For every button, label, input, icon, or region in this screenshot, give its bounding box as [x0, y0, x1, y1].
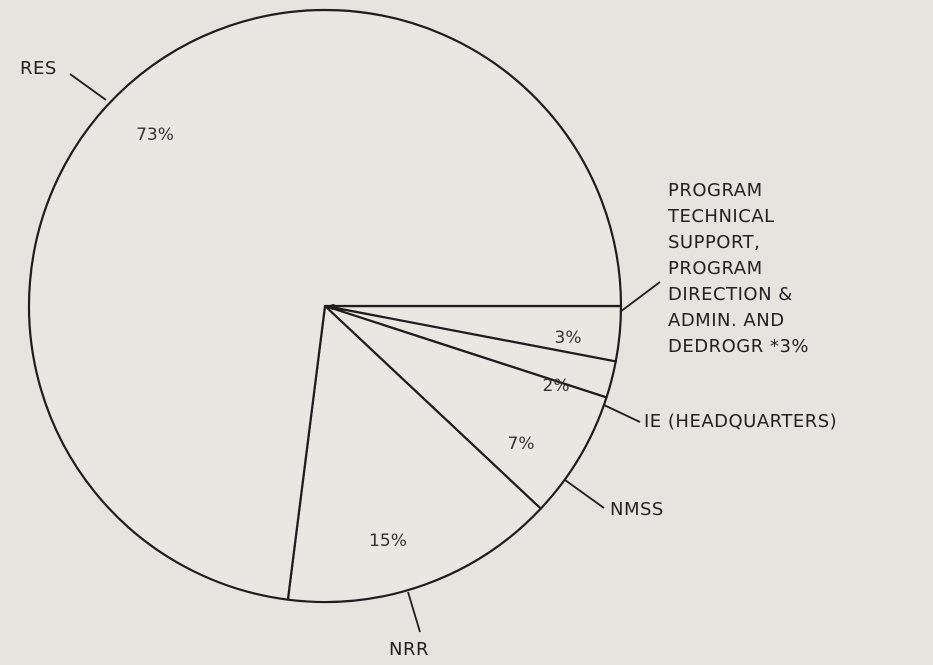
leader-line — [619, 281, 661, 313]
center-dot — [330, 304, 336, 310]
leader-line — [69, 73, 107, 101]
pie-slice — [27, 8, 623, 601]
leader-line — [603, 404, 641, 423]
pie-slice — [323, 304, 608, 510]
leader-line — [407, 591, 421, 633]
slice-name-label: RES — [20, 58, 57, 79]
slice-name-label: NRR — [389, 639, 429, 660]
leader-line — [564, 479, 605, 509]
percent-label: 73% — [136, 125, 174, 145]
pie-slice — [286, 304, 542, 604]
slice-name-label: IE (HEADQUARTERS) — [644, 411, 838, 432]
percent-label: 7% — [508, 434, 535, 454]
percent-label: 2% — [543, 376, 570, 396]
slice-name-label: PROGRAM TECHNICAL SUPPORT, PROGRAM DIREC… — [668, 180, 810, 357]
slice-name-label: NMSS — [610, 499, 664, 520]
percent-label: 3% — [555, 328, 582, 348]
percent-label: 15% — [369, 531, 407, 551]
